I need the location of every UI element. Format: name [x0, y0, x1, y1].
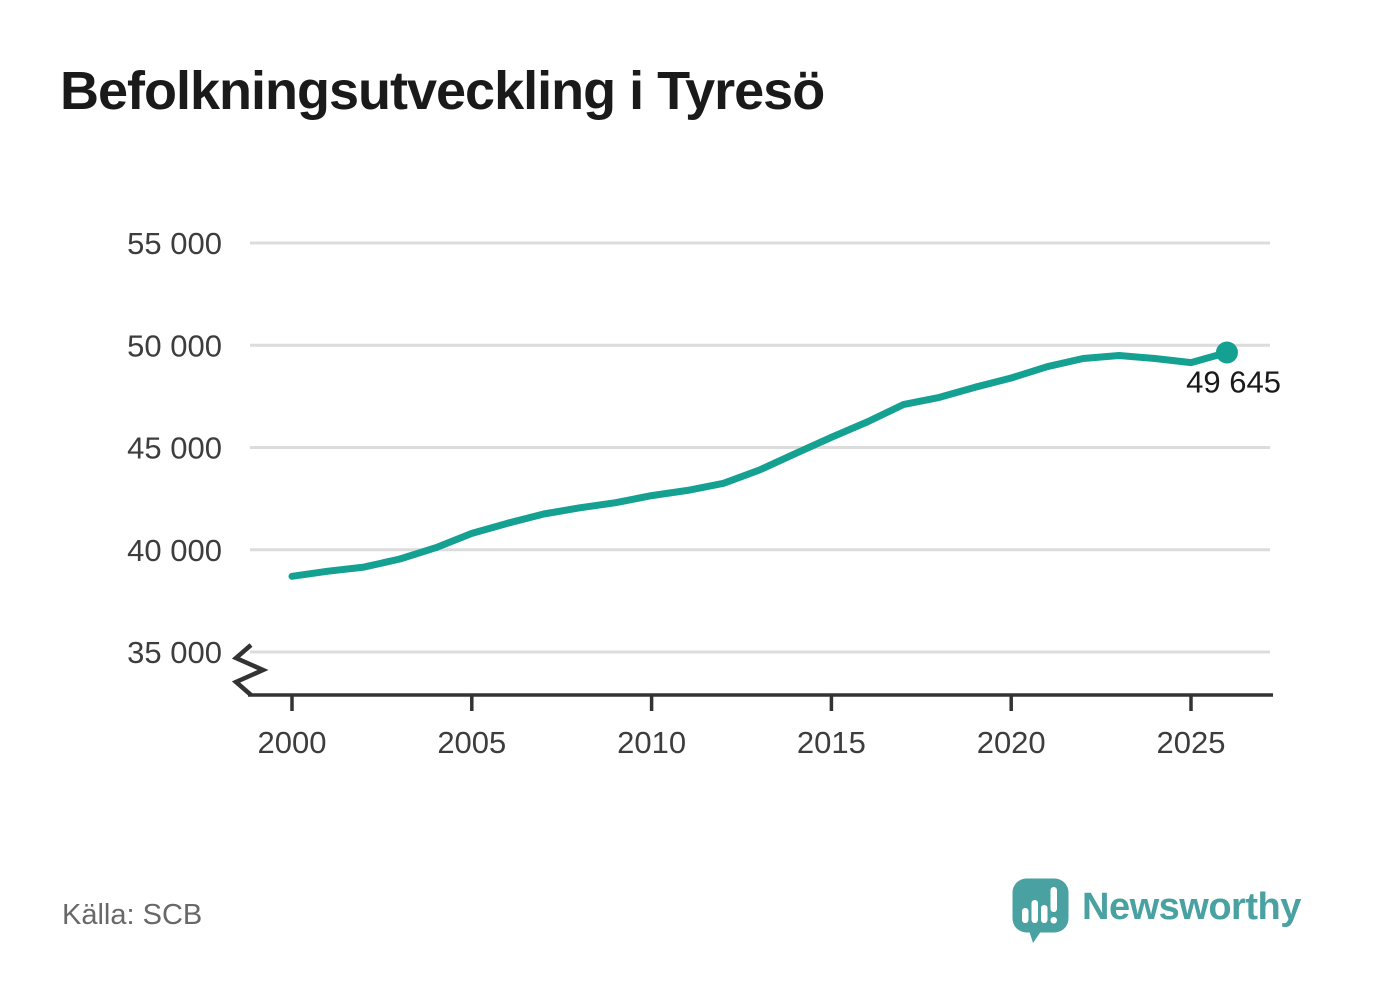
y-axis-break-icon — [231, 643, 269, 697]
y-axis-tick-label: 50 000 — [127, 328, 222, 363]
last-value-label: 49 645 — [1186, 365, 1281, 400]
last-point-marker — [1215, 341, 1238, 364]
x-axis-tick-label: 2000 — [258, 725, 327, 760]
x-axis-tick-label: 2025 — [1157, 725, 1226, 760]
population-line-series — [288, 349, 1231, 580]
y-axis-tick-label: 40 000 — [127, 533, 222, 568]
x-axis-tick-label: 2015 — [797, 725, 866, 760]
source-note: Källa: SCB — [62, 899, 203, 931]
newsworthy-logo: Newsworthy — [1012, 878, 1301, 944]
y-axis-tick-label: 45 000 — [127, 431, 222, 466]
y-axis-tick-label: 55 000 — [127, 226, 222, 261]
chart-title: Befolkningsutveckling i Tyresö — [60, 61, 825, 121]
x-axis-tick-label: 2020 — [977, 725, 1046, 760]
newsworthy-wordmark: Newsworthy — [1082, 886, 1301, 928]
x-axis-tick-label: 2005 — [437, 725, 506, 760]
newsworthy-speech-bubble-bar-chart-icon — [1012, 878, 1069, 943]
x-axis-tick-label: 2010 — [617, 725, 686, 760]
y-axis-tick-label: 35 000 — [127, 635, 222, 670]
